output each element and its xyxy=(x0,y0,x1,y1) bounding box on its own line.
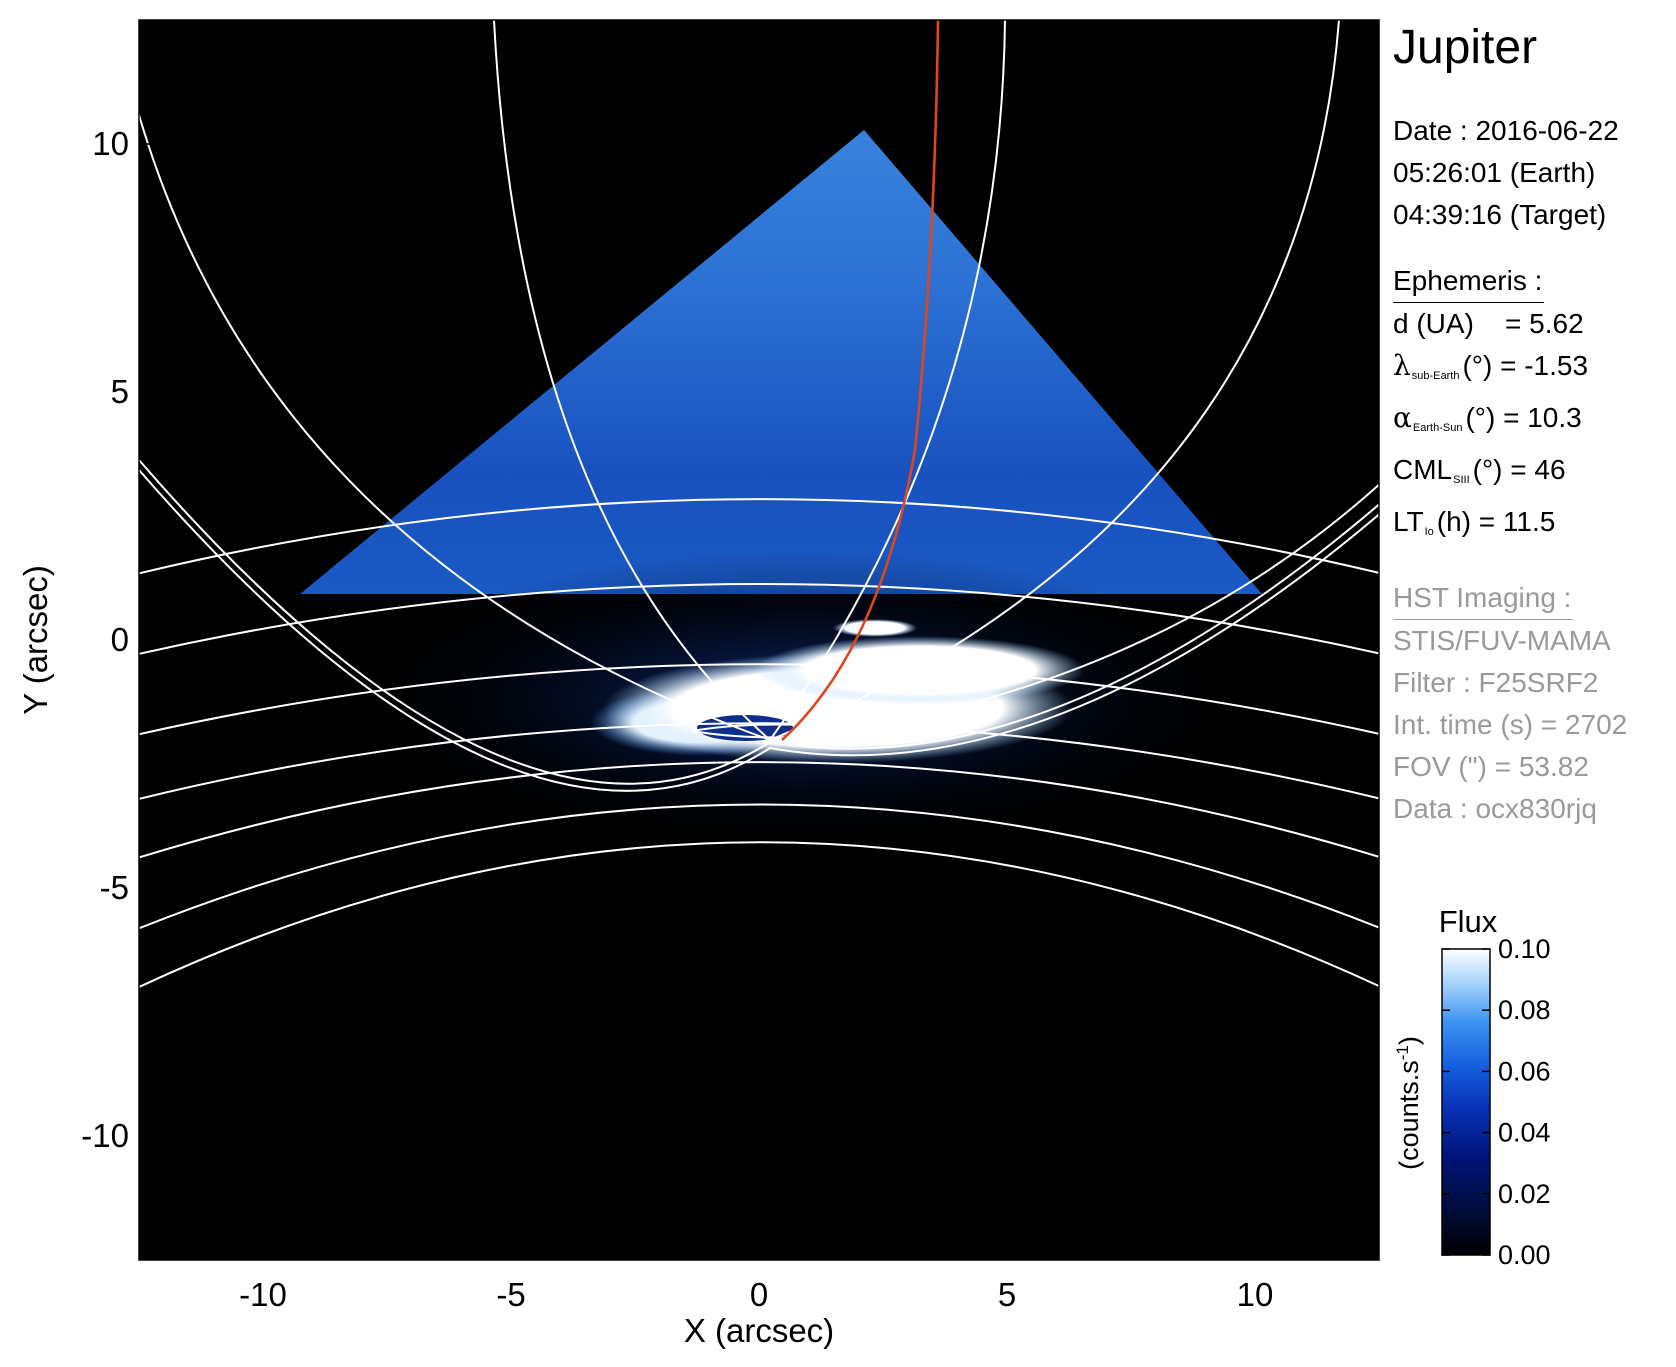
target-time: 04:39:16 (Target) xyxy=(1393,199,1607,230)
x-tick-label: 5 xyxy=(998,1276,1016,1313)
io-footpath-line xyxy=(781,20,940,741)
colorbar-tick-label: 0.06 xyxy=(1498,1056,1551,1086)
info-panel: Jupiter Date : 2016-06-22 05:26:01 (Eart… xyxy=(1393,18,1676,830)
meridian-line xyxy=(769,20,1340,741)
ephemeris-heading: Ephemeris : xyxy=(1393,260,1545,303)
date-line: Date : 2016-06-22 xyxy=(1393,115,1619,146)
colorbar-tick-label: 0.00 xyxy=(1498,1240,1551,1270)
x-axis-label: X (arcsec) xyxy=(684,1312,834,1349)
meridian-line xyxy=(769,20,1006,741)
latitude-line xyxy=(139,583,1379,655)
x-tick-label: 10 xyxy=(1237,1276,1274,1313)
integration-time: Int. time (s) = 2702 xyxy=(1393,709,1628,740)
x-tick-label: -5 xyxy=(496,1276,525,1313)
y-tick-label: 0 xyxy=(111,621,129,658)
distance-row: d (UA) = 5.62 xyxy=(1393,308,1584,339)
limb-line xyxy=(139,469,1379,792)
y-tick-label: -5 xyxy=(100,869,129,906)
x-tick-label: -10 xyxy=(239,1276,287,1313)
latitude-line xyxy=(139,803,1379,930)
meridian-line xyxy=(493,20,771,741)
latitude-line xyxy=(139,841,1379,989)
earth-time: 05:26:01 (Earth) xyxy=(1393,157,1596,188)
observation-footprint xyxy=(300,130,1262,594)
dataset-id: Data : ocx830rjq xyxy=(1393,793,1597,824)
limb-line xyxy=(139,459,1379,785)
colorbar-tick-label: 0.10 xyxy=(1498,934,1551,964)
y-tick-label: -10 xyxy=(81,1117,129,1154)
latitude-line xyxy=(139,663,1379,736)
colorbar-title: Flux xyxy=(1439,904,1498,939)
field-of-view: FOV (") = 53.82 xyxy=(1393,751,1589,782)
latitude-line xyxy=(139,498,1379,575)
latitude-line xyxy=(139,761,1379,859)
hst-imaging-heading: HST Imaging : xyxy=(1393,577,1574,620)
sub-earth-latitude-row: λsub-Earth (°) = -1.53 xyxy=(1393,349,1589,382)
y-tick-label: 5 xyxy=(111,373,129,410)
filter: Filter : F25SRF2 xyxy=(1393,667,1599,698)
pole-ellipse xyxy=(691,723,881,739)
cml-row: CMLSIII (°) = 46 xyxy=(1393,454,1566,486)
colorbar-tick-label: 0.08 xyxy=(1498,995,1551,1025)
x-tick-label: 0 xyxy=(750,1276,768,1313)
io-local-time-row: LTIo (h) = 11.5 xyxy=(1393,506,1556,538)
planetocentric-grid xyxy=(139,20,1379,989)
meridian-line xyxy=(139,114,771,741)
colorbar xyxy=(1441,948,1491,1256)
instrument: STIS/FUV-MAMA xyxy=(1393,625,1611,656)
colorbar-tick-label: 0.02 xyxy=(1498,1179,1551,1209)
y-tick-label: 10 xyxy=(92,125,129,162)
planet-title: Jupiter xyxy=(1393,21,1538,74)
colorbar-tick-label: 0.04 xyxy=(1498,1118,1551,1148)
y-axis-label: Y (arcsec) xyxy=(17,565,54,715)
colorbar-unit: (counts.s-1) xyxy=(1393,1036,1424,1170)
phase-angle-row: αEarth-Sun (°) = 10.3 xyxy=(1393,401,1582,434)
latitude-line xyxy=(139,722,1379,800)
meridian-line xyxy=(769,483,1379,741)
